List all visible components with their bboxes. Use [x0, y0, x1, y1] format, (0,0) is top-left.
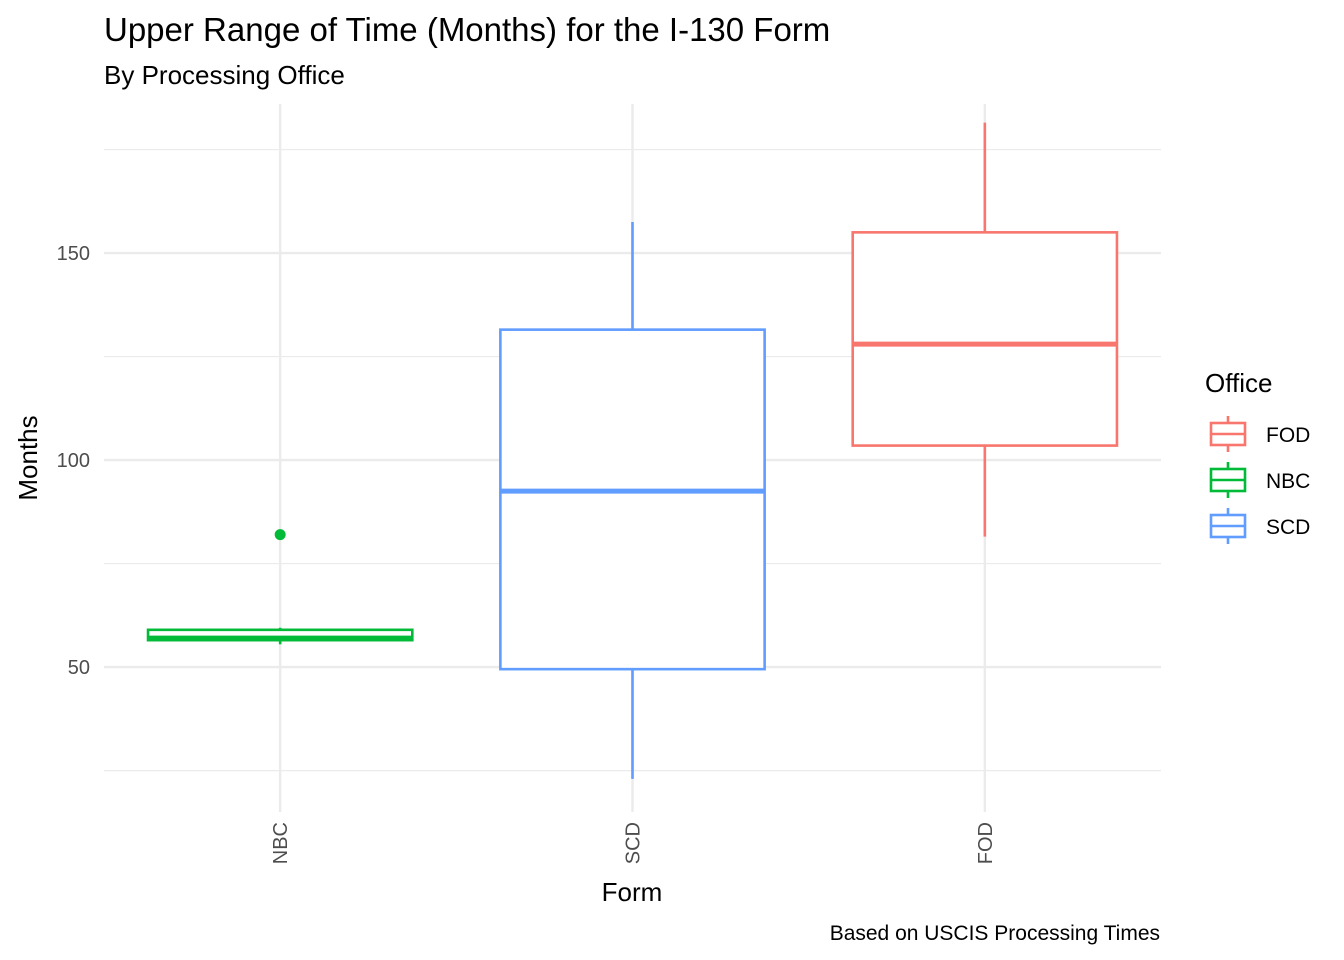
- legend-label-scd: SCD: [1266, 516, 1310, 539]
- boxes-layer: [146, 122, 1119, 779]
- y-tick-label-50: 50: [68, 657, 90, 679]
- x-tick-label-scd: SCD: [623, 822, 645, 864]
- chart-caption: Based on USCIS Processing Times: [830, 922, 1160, 945]
- y-axis-title: Months: [13, 415, 43, 500]
- outlier-point-nbc-0: [274, 529, 286, 541]
- x-axis-ticks: NBC SCD FOD: [270, 822, 997, 864]
- legend-label-fod: FOD: [1266, 424, 1310, 447]
- chart-title: Upper Range of Time (Months) for the I-1…: [104, 11, 830, 48]
- legend: Office FOD NBC SCD: [1205, 368, 1310, 544]
- box-body-scd: [499, 328, 766, 671]
- legend-title: Office: [1205, 368, 1272, 398]
- box-body-fod: [851, 231, 1119, 447]
- box-nbc: [146, 529, 414, 645]
- legend-entry-fod: FOD: [1209, 416, 1310, 452]
- chart-subtitle: By Processing Office: [104, 60, 345, 90]
- legend-entry-nbc: NBC: [1209, 462, 1310, 498]
- x-axis-title: Form: [602, 877, 663, 907]
- legend-entry-scd: SCD: [1209, 508, 1310, 544]
- y-axis-ticks: 50 100 150: [57, 243, 90, 679]
- x-tick-label-fod: FOD: [975, 822, 997, 864]
- x-tick-label-nbc: NBC: [270, 822, 292, 864]
- box-scd: [499, 222, 766, 779]
- legend-label-nbc: NBC: [1266, 470, 1310, 493]
- y-tick-label-100: 100: [57, 450, 90, 472]
- box-fod: [851, 122, 1119, 537]
- y-tick-label-150: 150: [57, 243, 90, 265]
